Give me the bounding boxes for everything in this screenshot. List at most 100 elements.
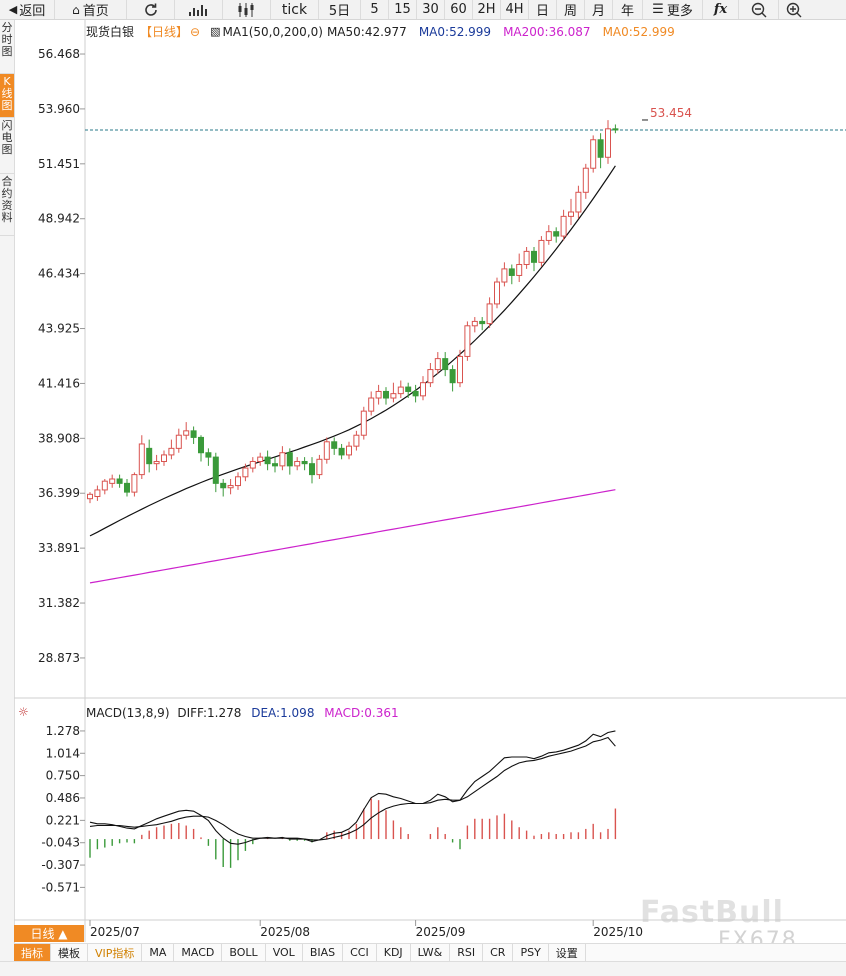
candle-body bbox=[568, 211, 574, 217]
home-button[interactable]: ⌂ 首页 bbox=[55, 0, 127, 19]
macd-y-label: 0.221 bbox=[46, 813, 80, 827]
candle-body bbox=[605, 128, 611, 158]
macd-value: MACD:0.361 bbox=[324, 706, 399, 720]
macd-title: MACD(13,8,9) bbox=[86, 706, 170, 720]
tab-kdj[interactable]: KDJ bbox=[377, 944, 411, 961]
tab-bias[interactable]: BIAS bbox=[303, 944, 344, 961]
period-month-button[interactable]: 月 bbox=[585, 0, 613, 19]
ma200-value: MA200:36.087 bbox=[503, 24, 591, 39]
line-chart-button[interactable] bbox=[175, 0, 223, 19]
candle-body bbox=[449, 369, 456, 384]
tab-macd[interactable]: MACD bbox=[174, 944, 223, 961]
candle-body bbox=[249, 460, 256, 469]
tab-lw[interactable]: LW& bbox=[411, 944, 451, 961]
refresh-button[interactable] bbox=[127, 0, 175, 19]
zoom-out-button[interactable] bbox=[739, 0, 779, 19]
menu-icon: ☰ bbox=[652, 2, 664, 17]
candle-body bbox=[420, 382, 426, 397]
y-tick-label: 53.960 bbox=[38, 102, 80, 116]
tab-templates[interactable]: 模板 bbox=[51, 944, 88, 961]
tab-cr[interactable]: CR bbox=[483, 944, 514, 961]
left-sidebar: 分时图 K线图 闪电图 合约资料 bbox=[0, 20, 15, 975]
period-week-button[interactable]: 周 bbox=[557, 0, 585, 19]
tick-button[interactable]: tick bbox=[271, 0, 319, 19]
candle-body bbox=[582, 167, 589, 193]
y-tick-label: 46.434 bbox=[38, 267, 80, 281]
macd-dea: DEA:1.098 bbox=[251, 706, 315, 720]
candle-body bbox=[161, 454, 167, 462]
period-15m-button[interactable]: 15 bbox=[389, 0, 417, 19]
function-icon: fx bbox=[713, 2, 728, 17]
ma0b-value: MA0:52.999 bbox=[602, 24, 675, 39]
home-icon: ⌂ bbox=[72, 2, 80, 17]
candle-body bbox=[434, 358, 441, 371]
candle-body bbox=[553, 231, 560, 237]
y-tick-label: 31.382 bbox=[38, 596, 80, 610]
candle-body bbox=[227, 485, 234, 489]
candle-body bbox=[175, 434, 182, 449]
candle-body bbox=[220, 482, 227, 489]
candle-body bbox=[87, 493, 93, 500]
y-tick-label: 36.399 bbox=[38, 486, 80, 500]
tab-cci[interactable]: CCI bbox=[343, 944, 377, 961]
tab-vol[interactable]: VOL bbox=[266, 944, 303, 961]
ma0-value: MA0:52.999 bbox=[418, 24, 492, 39]
zoom-in-button[interactable] bbox=[779, 0, 809, 19]
candle-body bbox=[338, 447, 345, 456]
tab-rsi[interactable]: RSI bbox=[450, 944, 484, 961]
candle-body bbox=[153, 460, 160, 465]
candle-body bbox=[405, 386, 412, 392]
candle-body bbox=[575, 191, 582, 213]
tab-kline[interactable]: K线图 bbox=[0, 74, 14, 118]
candle-body bbox=[442, 358, 449, 371]
status-line bbox=[0, 961, 846, 976]
candle-body bbox=[235, 476, 241, 487]
macd-y-label: 0.486 bbox=[46, 791, 80, 805]
period-2h-button[interactable]: 2H bbox=[473, 0, 501, 19]
x-tick-label: 2025/07 bbox=[90, 925, 140, 939]
period-day-button[interactable]: 日 bbox=[529, 0, 557, 19]
candle-body bbox=[101, 480, 108, 491]
candle-body bbox=[538, 239, 545, 263]
macd-diff: DIFF:1.278 bbox=[177, 706, 242, 720]
instrument-name: 现货白银 bbox=[86, 25, 135, 39]
tab-vip-indicators[interactable]: VIP指标 bbox=[88, 944, 143, 961]
refresh-icon bbox=[144, 3, 157, 16]
candle-body bbox=[168, 447, 175, 456]
y-tick-label: 38.908 bbox=[38, 431, 80, 445]
tab-indicators[interactable]: 指标 bbox=[14, 944, 51, 961]
period-5m-button[interactable]: 5 bbox=[361, 0, 389, 19]
ma50-line bbox=[89, 165, 616, 537]
tab-time-sharing[interactable]: 分时图 bbox=[0, 20, 14, 74]
ma-settings-icon[interactable]: ▧ bbox=[210, 25, 221, 38]
candle-body bbox=[531, 250, 537, 263]
formula-button[interactable]: fx bbox=[703, 0, 739, 19]
tab-ma[interactable]: MA bbox=[142, 944, 175, 961]
tab-psy[interactable]: PSY bbox=[513, 944, 549, 961]
tab-settings[interactable]: 设置 bbox=[549, 944, 586, 961]
candle-body bbox=[94, 489, 101, 498]
period-60m-button[interactable]: 60 bbox=[445, 0, 473, 19]
y-tick-label: 33.891 bbox=[38, 541, 80, 555]
period-5d-button[interactable]: 5日 bbox=[319, 0, 361, 19]
candle-body bbox=[264, 456, 271, 465]
candle-body bbox=[116, 478, 123, 484]
settings-circle-icon[interactable]: ⊖ bbox=[190, 24, 201, 39]
candle-body bbox=[316, 458, 323, 476]
tab-flash-chart[interactable]: 闪电图 bbox=[0, 118, 14, 174]
candle-body bbox=[198, 436, 204, 454]
tab-contract-info[interactable]: 合约资料 bbox=[0, 174, 14, 236]
more-button[interactable]: ☰ 更多 bbox=[643, 0, 703, 19]
candle-chart-button[interactable] bbox=[223, 0, 271, 19]
candle-body bbox=[508, 268, 515, 276]
period-4h-button[interactable]: 4H bbox=[501, 0, 529, 19]
back-arrow-icon: ◀ bbox=[8, 3, 18, 16]
tab-boll[interactable]: BOLL bbox=[222, 944, 266, 961]
period-30m-button[interactable]: 30 bbox=[417, 0, 445, 19]
back-button[interactable]: ◀ 返回 bbox=[0, 0, 55, 19]
period-selector[interactable]: 日线 ▲ bbox=[14, 925, 84, 942]
candle-body bbox=[323, 441, 330, 460]
period-year-button[interactable]: 年 bbox=[613, 0, 643, 19]
candle-body bbox=[427, 369, 434, 384]
